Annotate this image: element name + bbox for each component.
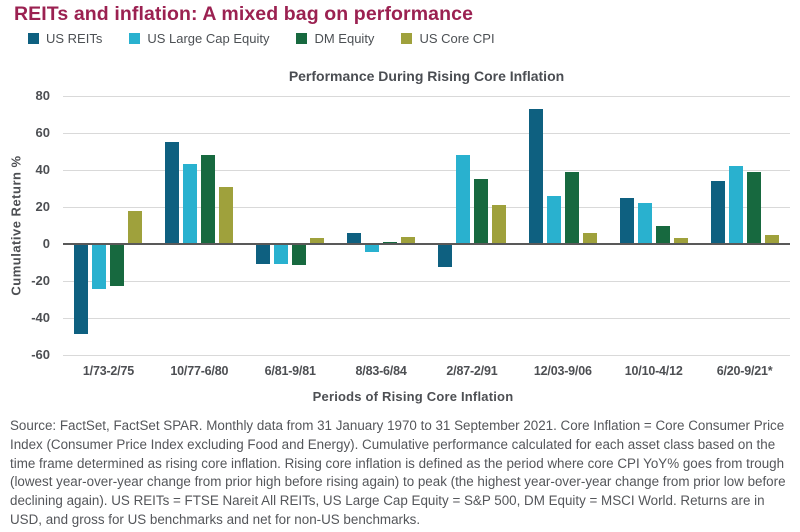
x-axis-title: Periods of Rising Core Inflation (312, 389, 514, 404)
bar-us-reits-2-87-2-91 (437, 245, 452, 268)
gridline (63, 318, 790, 319)
gridline (63, 281, 790, 282)
bar-dm-equity-2-87-2-91 (473, 179, 488, 244)
gridline (63, 207, 790, 208)
x-tick-label: 6/81-9/81 (264, 364, 316, 378)
zero-axis-line (63, 243, 790, 245)
bar-us-large-cap-equity-8-83-6-84 (365, 245, 380, 253)
bar-us-reits-10-10-4-12 (619, 197, 634, 244)
bar-us-reits-8-83-6-84 (347, 232, 362, 244)
plot-area (63, 96, 790, 356)
y-tick-label: -20 (31, 273, 50, 288)
bar-us-reits-1-73-2-75 (74, 245, 89, 334)
bar-us-large-cap-equity-10-10-4-12 (637, 203, 652, 244)
legend-swatch-icon (296, 33, 308, 44)
bar-us-core-cpi-2-87-2-91 (491, 205, 506, 244)
gridline (63, 355, 790, 356)
y-tick-label: 80 (35, 88, 50, 103)
legend-item-2: DM Equity (296, 31, 374, 46)
bar-us-core-cpi-12-03-9-06 (582, 232, 597, 244)
legend-swatch-icon (401, 33, 413, 44)
source-footnote: Source: FactSet, FactSet SPAR. Monthly d… (10, 418, 786, 527)
y-tick-label: 20 (35, 199, 50, 214)
bar-us-reits-6-20-9-21- (710, 181, 725, 244)
bar-us-core-cpi-8-83-6-84 (401, 236, 416, 244)
bar-us-core-cpi-6-81-9-81 (310, 238, 325, 244)
bar-us-large-cap-equity-6-81-9-81 (274, 245, 289, 264)
bar-us-large-cap-equity-6-20-9-21- (728, 166, 743, 244)
bar-dm-equity-1-73-2-75 (110, 245, 125, 286)
bar-us-large-cap-equity-1-73-2-75 (92, 245, 107, 290)
chart-title: Performance During Rising Core Inflation (288, 68, 565, 84)
gridline (63, 133, 790, 134)
bar-us-reits-6-81-9-81 (256, 245, 271, 264)
bar-us-core-cpi-1-73-2-75 (128, 210, 143, 244)
bar-dm-equity-10-77-6-80 (201, 155, 216, 244)
y-tick-label: -60 (31, 347, 50, 362)
bar-dm-equity-10-10-4-12 (655, 225, 670, 244)
legend-item-3: US Core CPI (401, 31, 495, 46)
y-tick-label: 40 (35, 162, 50, 177)
bar-us-large-cap-equity-2-87-2-91 (455, 155, 470, 244)
bar-dm-equity-12-03-9-06 (564, 171, 579, 244)
x-tick-label: 10/10-4/12 (624, 364, 683, 378)
x-tick-label: 10/77-6/80 (170, 364, 229, 378)
legend-item-1: US Large Cap Equity (129, 31, 269, 46)
bar-us-core-cpi-10-77-6-80 (219, 186, 234, 244)
y-tick-label: 0 (42, 236, 50, 251)
bar-us-reits-10-77-6-80 (165, 142, 180, 244)
page-title: REITs and inflation: A mixed bag on perf… (14, 3, 474, 25)
bar-us-large-cap-equity-12-03-9-06 (546, 195, 561, 244)
chart-legend: US REITs US Large Cap Equity DM Equity US C… (28, 31, 495, 46)
x-tick-label: 1/73-2/75 (82, 364, 134, 378)
legend-swatch-icon (129, 33, 141, 44)
legend-label: US Core CPI (419, 31, 495, 46)
y-tick-label: 60 (35, 125, 50, 140)
bar-dm-equity-6-81-9-81 (292, 245, 307, 266)
bar-dm-equity-6-20-9-21- (746, 171, 761, 244)
legend-label: DM Equity (314, 31, 375, 46)
gridline (63, 170, 790, 171)
legend-item-0: US REITs (28, 31, 102, 46)
bar-chart: Performance During Rising Core Inflation… (9, 68, 790, 404)
legend-label: US Large Cap Equity (147, 31, 270, 46)
legend-label: US REITs (46, 31, 103, 46)
gridline (63, 96, 790, 97)
x-tick-label: 12/03-9/06 (533, 364, 592, 378)
bar-us-core-cpi-10-10-4-12 (673, 238, 688, 244)
bar-us-core-cpi-6-20-9-21- (764, 234, 779, 244)
x-tick-label: 8/83-6/84 (355, 364, 407, 378)
x-tick-label: 2/87-2/91 (446, 364, 498, 378)
bar-us-large-cap-equity-10-77-6-80 (183, 164, 198, 244)
y-tick-label: -40 (31, 310, 50, 325)
x-tick-label: 6/20-9/21* (716, 364, 773, 378)
bar-us-reits-12-03-9-06 (528, 108, 543, 244)
legend-swatch-icon (28, 33, 39, 44)
